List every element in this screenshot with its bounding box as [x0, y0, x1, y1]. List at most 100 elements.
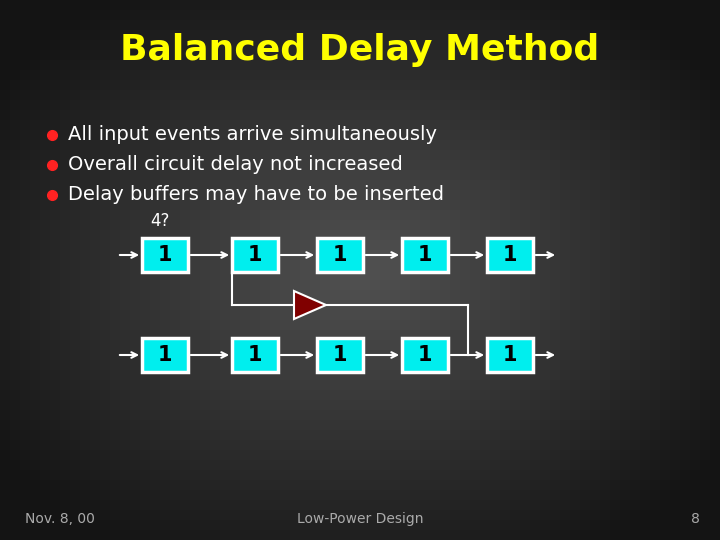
Bar [700, 150, 710, 160]
Bar [340, 30, 350, 40]
Bar [310, 360, 320, 370]
Bar [310, 470, 320, 480]
Bar [280, 420, 290, 430]
Bar [510, 510, 520, 520]
Bar [450, 130, 460, 140]
Bar [470, 180, 480, 190]
Bar [290, 30, 300, 40]
Bar [510, 410, 520, 420]
Bar [130, 220, 140, 230]
Bar [410, 60, 420, 70]
Bar [170, 280, 180, 290]
Bar [200, 180, 210, 190]
Bar [240, 180, 250, 190]
Bar [690, 290, 700, 300]
Bar [110, 60, 120, 70]
Bar [690, 70, 700, 80]
Bar [480, 510, 490, 520]
Bar [400, 260, 410, 270]
Bar [600, 40, 610, 50]
Bar [300, 450, 310, 460]
Bar [270, 190, 280, 200]
Bar [330, 400, 340, 410]
Bar [680, 50, 690, 60]
Bar [460, 230, 470, 240]
Bar [30, 70, 40, 80]
Bar [570, 0, 580, 10]
Bar [200, 520, 210, 530]
Bar [20, 470, 30, 480]
Bar [420, 100, 430, 110]
Bar [150, 140, 160, 150]
Bar [490, 440, 500, 450]
Bar [250, 120, 260, 130]
Bar [200, 0, 210, 10]
Bar [50, 60, 60, 70]
Bar [410, 390, 420, 400]
Bar [270, 10, 280, 20]
Bar [120, 320, 130, 330]
Bar [10, 190, 20, 200]
Bar [380, 500, 390, 510]
Bar [220, 410, 230, 420]
Bar [140, 300, 150, 310]
Bar [320, 460, 330, 470]
Bar [370, 160, 380, 170]
Bar [90, 100, 100, 110]
Bar [450, 250, 460, 260]
Bar [170, 130, 180, 140]
Bar [0, 520, 10, 530]
Bar [290, 180, 300, 190]
Bar [550, 180, 560, 190]
Bar [410, 50, 420, 60]
Bar [540, 480, 550, 490]
Bar [140, 110, 150, 120]
Bar [580, 190, 590, 200]
Bar [490, 80, 500, 90]
Bar [500, 90, 510, 100]
Bar [700, 370, 710, 380]
Bar [340, 390, 350, 400]
Bar [350, 180, 360, 190]
Bar [380, 140, 390, 150]
Bar [360, 310, 370, 320]
Bar [470, 530, 480, 540]
Bar [30, 140, 40, 150]
Bar [50, 190, 60, 200]
Bar [70, 190, 80, 200]
Bar [190, 230, 200, 240]
Bar [540, 240, 550, 250]
Bar [540, 420, 550, 430]
Bar [710, 0, 720, 10]
Bar [590, 60, 600, 70]
Bar [610, 250, 620, 260]
Bar [430, 380, 440, 390]
Bar [490, 390, 500, 400]
Bar [300, 170, 310, 180]
Bar [680, 520, 690, 530]
Bar [620, 340, 630, 350]
Bar [570, 110, 580, 120]
Bar [60, 510, 70, 520]
Bar [40, 500, 50, 510]
Bar [190, 140, 200, 150]
Bar [520, 40, 530, 50]
Bar [700, 260, 710, 270]
Bar [380, 330, 390, 340]
Bar [710, 190, 720, 200]
Bar [580, 260, 590, 270]
Bar [200, 330, 210, 340]
Bar [700, 210, 710, 220]
Bar [690, 60, 700, 70]
Bar [460, 140, 470, 150]
Bar [270, 170, 280, 180]
Bar [180, 90, 190, 100]
Bar [390, 200, 400, 210]
Bar [230, 390, 240, 400]
Bar [660, 90, 670, 100]
Bar [300, 80, 310, 90]
Bar [210, 360, 220, 370]
Bar [470, 10, 480, 20]
Bar [150, 420, 160, 430]
Bar [640, 470, 650, 480]
